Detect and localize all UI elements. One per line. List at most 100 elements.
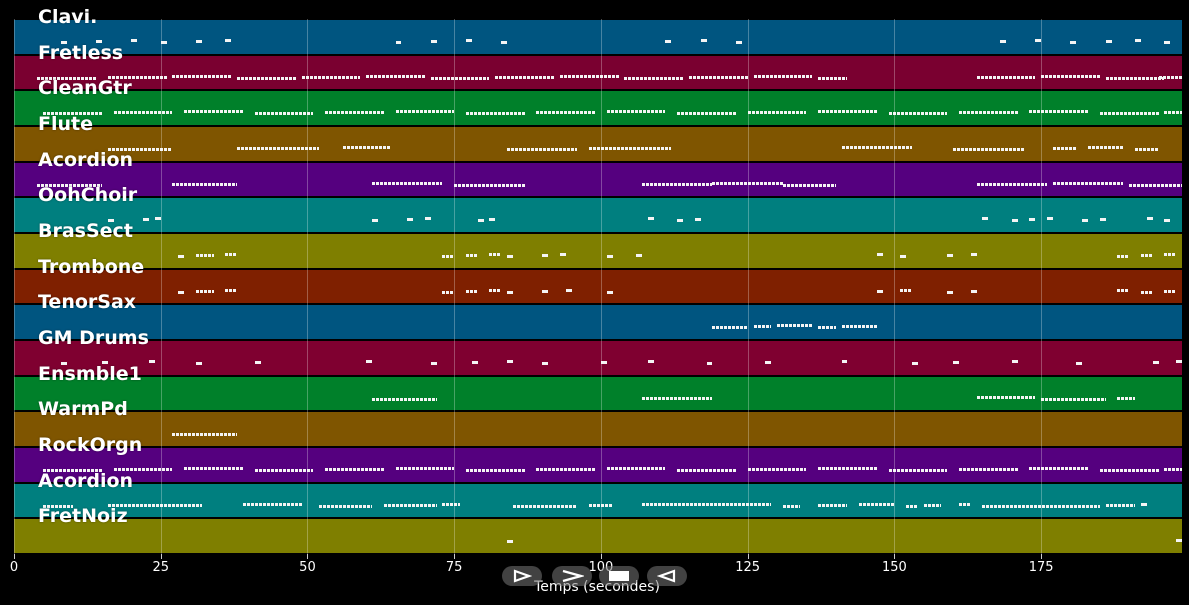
- note-segment: [430, 362, 437, 366]
- x-tick-label: 50: [299, 560, 316, 575]
- note-segment: [489, 218, 496, 222]
- note-segment: [325, 468, 384, 472]
- note-segment: [1099, 218, 1106, 222]
- note-segment: [747, 111, 807, 115]
- note-segment: [172, 433, 238, 437]
- stop-button[interactable]: [599, 566, 639, 586]
- note-segment: [325, 111, 384, 115]
- note-segment: [841, 146, 912, 150]
- track-label: GM Drums: [38, 327, 149, 349]
- note-segment: [606, 467, 666, 471]
- x-tick: [600, 554, 602, 559]
- rewind-button[interactable]: [647, 566, 687, 586]
- note-segment: [442, 290, 455, 294]
- note-segment: [424, 217, 431, 221]
- note-segment: [43, 504, 73, 508]
- stop-icon: [609, 571, 629, 581]
- note-segment: [1041, 74, 1100, 78]
- track-label: TenorSax: [38, 291, 137, 314]
- note-segment: [395, 110, 455, 114]
- note-segment: [606, 110, 666, 114]
- fast-forward-button[interactable]: [552, 566, 592, 586]
- note-segment: [876, 289, 883, 293]
- note-segment: [976, 395, 1036, 399]
- grid-line: [307, 19, 309, 554]
- note-segment: [888, 469, 948, 473]
- note-segment: [465, 469, 525, 473]
- note-segment: [1029, 110, 1089, 114]
- note-segment: [225, 253, 238, 257]
- x-tick: [454, 554, 456, 559]
- note-segment: [489, 288, 502, 292]
- note-segment: [642, 182, 713, 186]
- note-segment: [970, 253, 977, 257]
- note-segment: [1052, 181, 1124, 185]
- note-segment: [1164, 468, 1182, 472]
- note-segment: [1176, 360, 1182, 364]
- note-segment: [178, 255, 185, 259]
- note-segment: [1164, 289, 1177, 293]
- note-segment: [958, 468, 1018, 472]
- note-segment: [454, 183, 525, 187]
- note-segment: [647, 360, 654, 364]
- note-segment: [1105, 503, 1136, 507]
- note-segment: [1047, 217, 1053, 221]
- note-segment: [700, 39, 707, 43]
- note-segment: [43, 112, 103, 116]
- note-segment: [366, 74, 425, 78]
- note-segment: [254, 361, 261, 365]
- play-icon: [513, 569, 532, 583]
- track-band: [14, 162, 1182, 197]
- track-label: Acordion: [38, 469, 134, 492]
- play-button[interactable]: [502, 566, 542, 586]
- note-segment: [1088, 146, 1124, 150]
- note-segment: [1082, 219, 1089, 223]
- note-segment: [953, 148, 1024, 152]
- track-label: OohChoir: [38, 184, 138, 207]
- note-segment: [753, 74, 813, 78]
- note-segment: [107, 75, 167, 79]
- note-segment: [107, 219, 114, 223]
- note-segment: [430, 40, 437, 44]
- note-segment: [677, 219, 684, 223]
- note-segment: [471, 361, 478, 365]
- note-segment: [958, 502, 971, 506]
- note-segment: [1011, 219, 1018, 223]
- note-segment: [172, 74, 232, 78]
- note-segment: [841, 325, 877, 329]
- track-band: [14, 234, 1182, 268]
- note-segment: [970, 289, 977, 293]
- note-segment: [372, 181, 443, 185]
- x-tick-label: 0: [9, 560, 19, 575]
- note-segment: [395, 41, 402, 45]
- note-segment: [195, 289, 214, 293]
- note-segment: [366, 360, 373, 364]
- track-band: [14, 448, 1182, 482]
- note-segment: [113, 111, 173, 115]
- x-tick-label: 75: [445, 560, 463, 575]
- note-segment: [1011, 360, 1018, 364]
- note-segment: [1164, 41, 1171, 45]
- track-label: Acordion: [38, 148, 134, 171]
- track-band: [14, 198, 1182, 232]
- grid-line: [14, 19, 15, 554]
- note-segment: [642, 502, 772, 506]
- x-tick: [747, 554, 749, 559]
- note-segment: [565, 288, 572, 292]
- note-segment: [1135, 148, 1159, 152]
- note-segment: [542, 289, 549, 293]
- note-segment: [912, 362, 918, 366]
- note-segment: [1146, 217, 1153, 221]
- note-segment: [947, 254, 954, 258]
- x-tick: [160, 554, 162, 559]
- note-segment: [923, 503, 942, 507]
- track-band: [14, 519, 1182, 553]
- piano-roll-plot: [14, 19, 1182, 554]
- note-segment: [1135, 39, 1141, 43]
- note-segment: [1105, 76, 1165, 80]
- note-segment: [107, 503, 202, 507]
- note-segment: [818, 467, 877, 471]
- track-band: [14, 341, 1182, 375]
- note-segment: [113, 468, 173, 472]
- note-segment: [143, 218, 149, 222]
